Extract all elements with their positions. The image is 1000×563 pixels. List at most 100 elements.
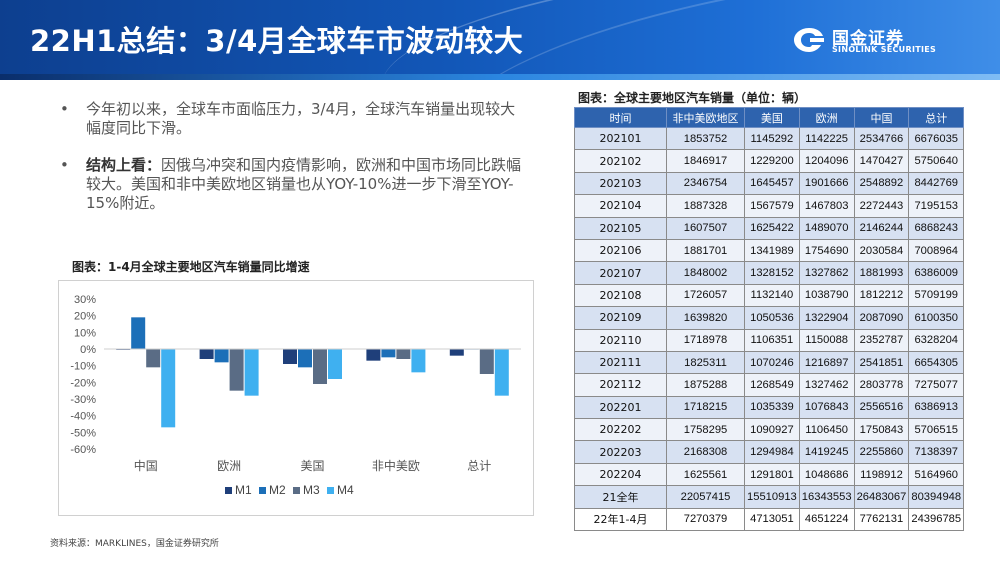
table-header-cell: 非中美欧地区 [666,107,745,128]
legend-swatch [259,487,266,494]
bar-m4 [161,349,176,428]
table-cell: 1881993 [853,261,910,285]
summary-bullets: • 今年初以来，全球车市面临压力，3/4月，全球汽车销量出现较大幅度同比下滑。 … [60,100,530,231]
table-cell: 2556516 [853,395,910,420]
y-tick-label: -60% [70,444,96,456]
table-row: 202203 2168308 1294984 1419245 2255860 713839… [574,440,965,464]
table-cell: 1567579 [744,194,800,218]
table-cell: 1322904 [798,306,855,330]
table-cell: 1106450 [798,418,855,442]
table-cell: 1327862 [798,261,855,285]
table-cell: 1853752 [666,126,745,151]
bullet-text: 因俄乌冲突和国内疫情影响，欧洲和中国市场同比跌幅较大。美国和非中美欧地区销量也从… [86,156,522,212]
table-cell: 1718978 [666,328,745,352]
bullet-text: 今年初以来，全球车市面临压力，3/4月，全球汽车销量出现较大幅度同比下滑。 [86,100,516,137]
table-row-label: 202203 [574,440,667,464]
table-cell: 1607507 [666,216,745,240]
table-cell: 1489070 [798,216,855,240]
table-cell: 80394948 [908,485,965,509]
table-row-label: 22年1-4月 [574,507,667,532]
bullet-bold: 结构上看： [86,156,162,174]
table-header-cell: 美国 [744,107,800,128]
table-cell: 2146244 [853,216,910,240]
table-row-label: 202109 [574,306,667,330]
table-row: 202106 1881701 1341989 1754690 2030584 700896… [574,238,965,263]
table-cell: 1291801 [744,462,800,487]
bar-m2 [381,349,396,358]
table-row: 202202 1758295 1090927 1106450 1750843 570651… [574,418,965,442]
bullet-item: • 结构上看：因俄乌冲突和国内疫情影响，欧洲和中国市场同比跌幅较大。美国和非中美… [60,156,530,213]
bar-m1 [199,349,214,359]
table-caption: 图表：全球主要地区汽车销量（单位：辆） [578,91,807,105]
logo-english-name: SINOLINK SECURITIES [832,45,937,54]
table-cell: 1050536 [744,306,800,330]
table-row: 202105 1607507 1625422 1489070 2146244 686824… [574,216,965,240]
table-cell: 1718215 [666,395,745,420]
table-cell: 1294984 [744,440,800,464]
table-cell: 2030584 [853,238,910,263]
table-cell: 1625422 [744,216,800,240]
table-cell: 2803778 [853,373,910,397]
table-header-cell: 中国 [853,107,910,128]
table-cell: 2352787 [853,328,910,352]
table-cell: 6386913 [908,395,965,420]
bar-m3 [229,349,244,391]
table-row-label: 202106 [574,238,667,263]
bar-m2 [131,317,146,349]
y-tick-label: -30% [70,394,96,406]
table-row-label: 202104 [574,194,667,218]
table-cell: 1639820 [666,306,745,330]
table-row: 202112 1875288 1268549 1327462 2803778 727507… [574,373,965,397]
bar-m3 [396,349,411,359]
table-cell: 1070246 [744,350,800,375]
table-cell: 1035339 [744,395,800,420]
table-row-label: 202202 [574,418,667,442]
table-cell: 1470427 [853,149,910,173]
yoy-bar-chart: 30% 20% 10% 0% -10% -20% -30% -40% -50% -60% 中国 欧洲 美… [58,280,534,516]
table-cell: 5750640 [908,149,965,173]
table-cell: 6868243 [908,216,965,240]
table-cell: 1150088 [798,328,855,352]
category-label: 非中美欧 [372,458,420,473]
legend-label: M3 [303,483,320,497]
header-stripe [0,74,1000,80]
table-row: 202104 1887328 1567579 1467803 2272443 719515… [574,194,965,218]
table-cell: 1132140 [744,283,800,308]
table-header-row: 时间 非中美欧地区 美国 欧洲 中国 总计 [574,107,965,128]
table-row-label: 202108 [574,283,667,308]
table-row: 202110 1718978 1106351 1150088 2352787 632820… [574,328,965,352]
category-label: 中国 [134,458,158,473]
table-cell: 5164960 [908,462,965,487]
table-cell: 22057415 [666,485,745,509]
category-label: 总计 [467,459,491,473]
table-row: 202201 1718215 1035339 1076843 2556516 638691… [574,395,965,420]
table-cell: 1142225 [798,126,855,151]
table-row: 202103 2346754 1645457 1901666 2548892 844276… [574,171,965,196]
y-tick-label: -40% [70,411,96,423]
table-row-label: 202112 [574,373,667,397]
legend-label: M4 [337,483,354,497]
table-cell: 2534766 [853,126,910,151]
y-tick-label: 20% [74,311,96,323]
bar-m3 [479,349,494,374]
table-cell: 6654305 [908,350,965,375]
bar-m3 [146,349,161,368]
category-label: 欧洲 [217,459,241,473]
table-cell: 7008964 [908,238,965,263]
chart-svg: 30% 20% 10% 0% -10% -20% -30% -40% -50% -60% 中国 欧洲 美… [70,294,521,497]
bar-m3 [313,349,327,384]
table-header-cell: 时间 [574,107,667,128]
category-label: 美国 [300,459,324,473]
logo-mark-icon [794,28,824,52]
table-row-label: 202103 [574,171,667,196]
table-cell: 2255860 [853,440,910,464]
table-cell: 8442769 [908,171,965,196]
table-cell: 26483067 [853,485,910,509]
table-row: 202101 1853752 1145292 1142225 2534766 667603… [574,126,965,151]
table-row: 21全年 22057415 15510913 16343553 26483067 8039… [574,485,965,509]
bar-m1 [283,349,297,364]
table-cell: 5706515 [908,418,965,442]
table-cell: 1198912 [853,462,910,487]
table-cell: 4713051 [744,507,800,532]
table-cell: 1625561 [666,462,745,487]
